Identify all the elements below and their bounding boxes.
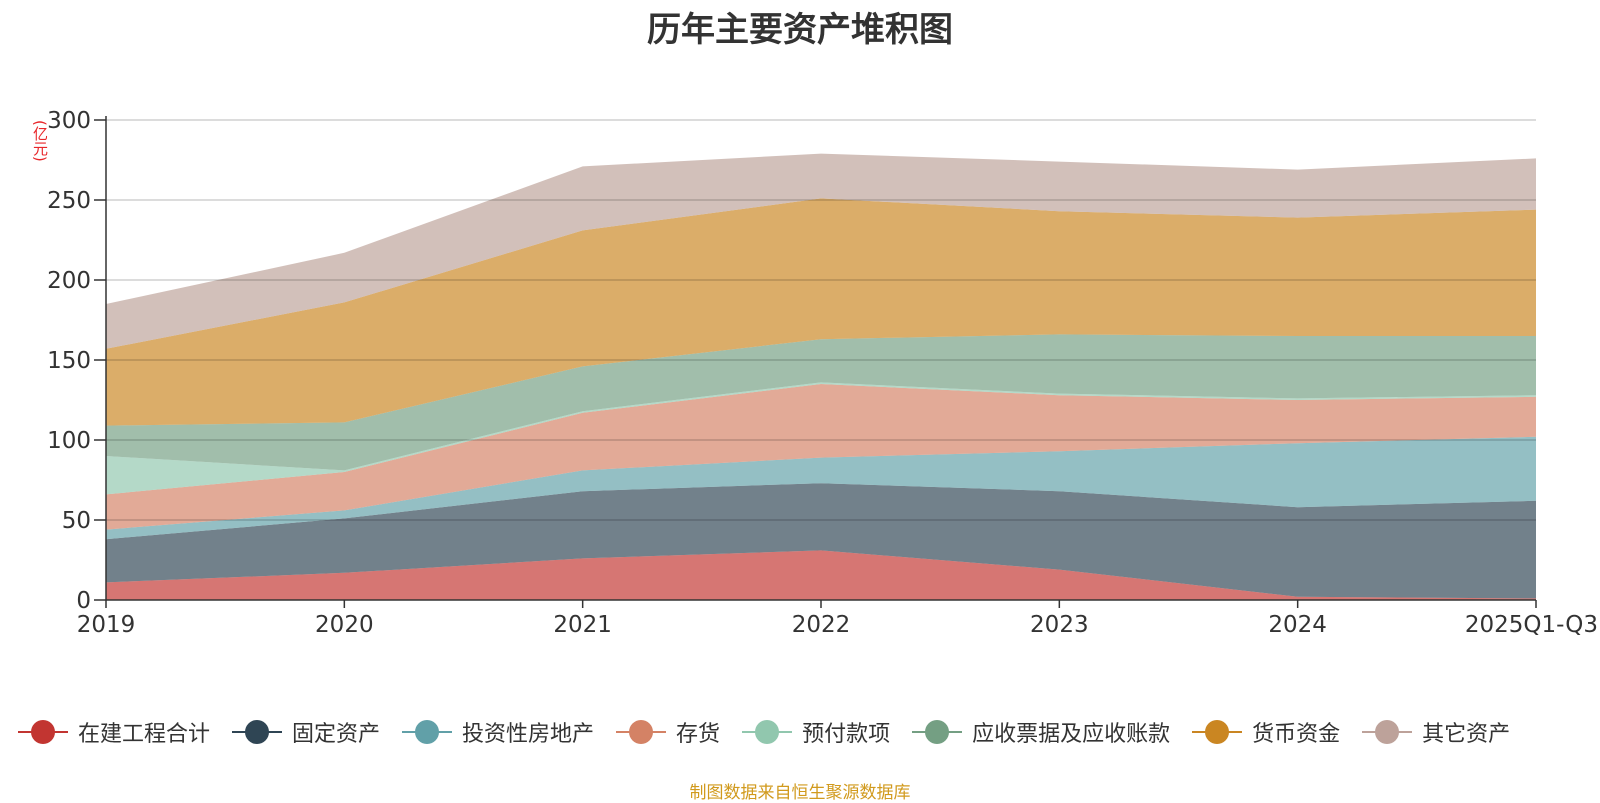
legend-marker-icon	[616, 720, 667, 744]
legend: 在建工程合计 固定资产 投资性房地产 存货 预付款项 应收票据及应收账款 货币资金 其它资产	[18, 716, 1588, 748]
y-tick-label: 300	[47, 108, 91, 134]
legend-item[interactable]: 货币资金	[1192, 716, 1340, 748]
area-series-4	[106, 384, 1536, 530]
legend-label: 在建工程合计	[78, 722, 211, 747]
legend-label: 存货	[676, 722, 721, 747]
legend-marker-icon	[912, 720, 963, 744]
area-series-8	[106, 153, 1536, 349]
x-tick-label: 2020	[315, 612, 374, 638]
legend-item[interactable]: 预付款项	[742, 716, 890, 748]
x-tick-label: 2019	[77, 612, 136, 638]
x-tick-label: 2024	[1268, 612, 1327, 638]
legend-marker-icon	[742, 720, 793, 744]
y-tick-label: 250	[47, 188, 91, 214]
x-tick-label: 2025Q1-Q3	[1465, 612, 1598, 638]
legend-item[interactable]: 投资性房地产	[402, 716, 594, 748]
x-tick-label: 2023	[1030, 612, 1089, 638]
legend-label: 其它资产	[1422, 722, 1511, 747]
y-tick-label: 50	[62, 508, 91, 534]
legend-label: 预付款项	[802, 722, 891, 747]
legend-item[interactable]: 固定资产	[232, 716, 380, 748]
area-series-2	[106, 483, 1536, 599]
legend-label: 应收票据及应收账款	[972, 722, 1171, 747]
x-tick-label: 2021	[553, 612, 612, 638]
legend-marker-icon	[402, 720, 453, 744]
legend-marker-icon	[1362, 720, 1413, 744]
legend-item[interactable]: 存货	[616, 716, 720, 748]
area-series-3	[106, 436, 1536, 540]
y-tick-label: 200	[47, 268, 91, 294]
y-tick-label: 0	[76, 588, 91, 614]
legend-label: 固定资产	[292, 722, 381, 747]
legend-marker-icon	[18, 720, 68, 744]
legend-label: 投资性房地产	[462, 722, 595, 747]
legend-item[interactable]: 应收票据及应收账款	[912, 716, 1170, 748]
x-tick-label: 2022	[792, 612, 851, 638]
legend-item[interactable]: 在建工程合计	[18, 716, 210, 748]
area-series-1	[106, 550, 1536, 600]
stacked-area-chart: 0 50 100 150 200 250 300 2019 2020 2021 2022 2023 20…	[47, 108, 1598, 638]
chart-title: 历年主要资产堆积图	[647, 10, 953, 50]
area-series-7	[106, 198, 1536, 426]
data-source-note: 制图数据来自恒生聚源数据库	[689, 783, 911, 803]
y-tick-label: 100	[47, 428, 91, 454]
legend-label: 货币资金	[1252, 722, 1341, 747]
area-series-6	[106, 334, 1536, 471]
y-axis-unit: (亿元)	[31, 120, 49, 162]
legend-marker-icon	[232, 720, 283, 744]
legend-marker-icon	[1192, 720, 1243, 744]
legend-item[interactable]: 其它资产	[1362, 716, 1510, 748]
y-tick-label: 150	[47, 348, 91, 374]
